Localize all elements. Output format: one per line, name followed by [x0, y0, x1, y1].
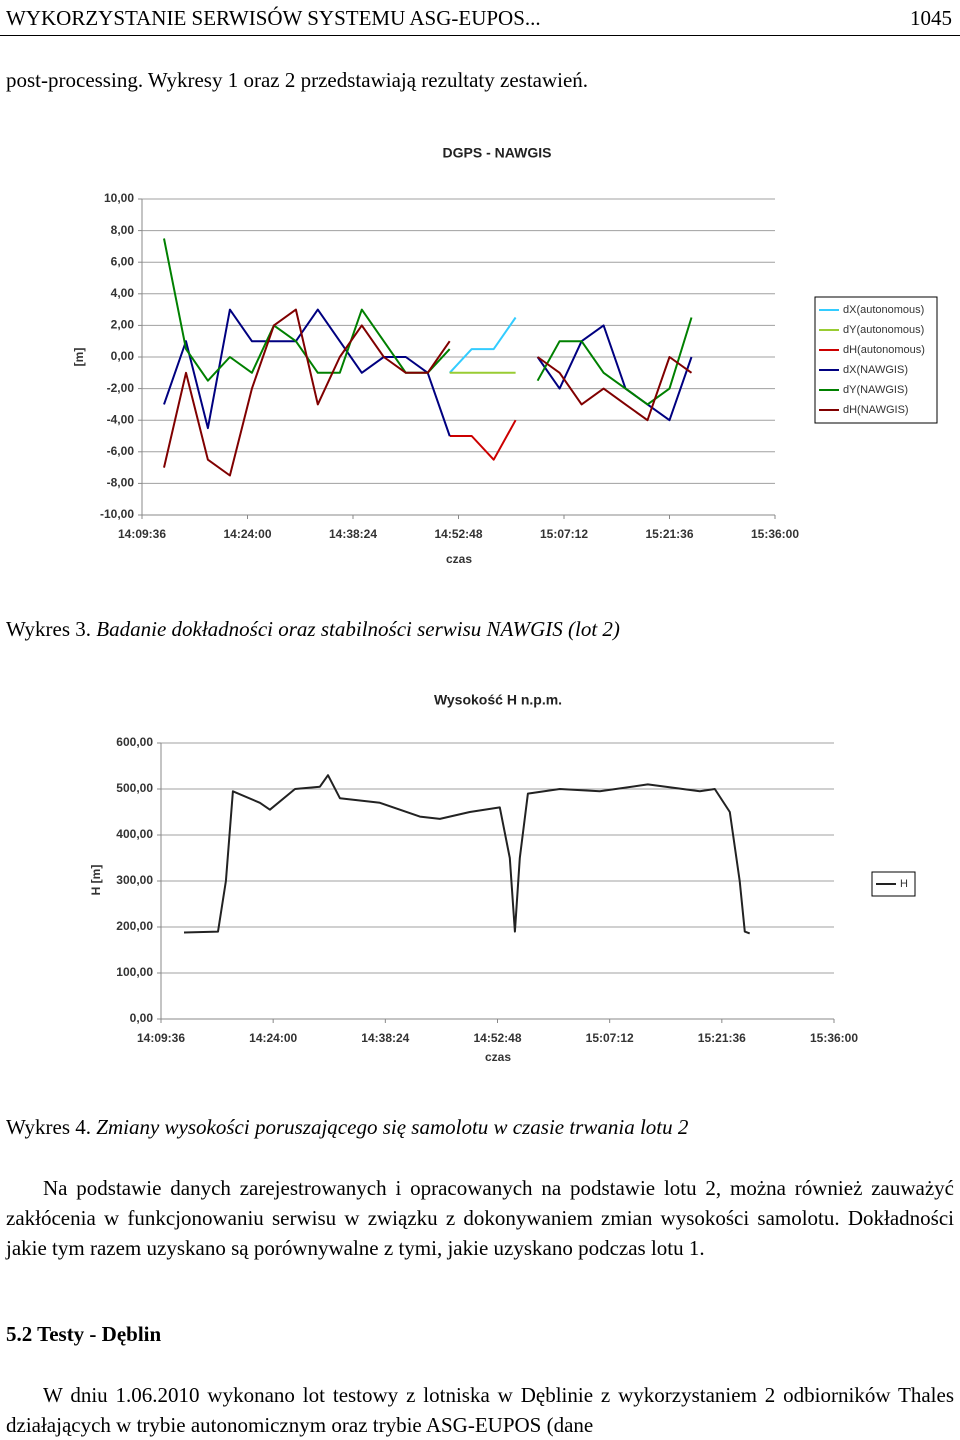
- x-tick-label: 14:52:48: [473, 1031, 521, 1045]
- section-heading: 5.2 Testy - Dęblin: [6, 1322, 162, 1346]
- y-tick-label: 6,00: [111, 254, 135, 268]
- body-paragraph: W dniu 1.06.2010 wykonano lot testowy z …: [6, 1383, 954, 1437]
- x-tick-label: 15:21:36: [698, 1031, 746, 1045]
- caption-text: Zmiany wysokości poruszającego się samol…: [96, 1115, 689, 1139]
- chart: DGPS - NAWGIS -10,00 -8,00 -6,00 -4,00 -2,00 0…: [72, 145, 938, 566]
- caption-text: Badanie dokładności oraz stabilności ser…: [96, 617, 620, 641]
- x-tick-label: 15:21:36: [645, 527, 693, 541]
- x-axis-label: czas: [485, 1050, 511, 1064]
- x-tick-label: 15:36:00: [810, 1031, 858, 1045]
- y-tick-label: -4,00: [107, 412, 135, 426]
- figure-caption: Wykres 4. Zmiany wysokości poruszającego…: [6, 1115, 688, 1140]
- legend-box: [814, 296, 938, 424]
- x-tick-label: 14:09:36: [137, 1031, 185, 1045]
- data-line: [183, 774, 751, 935]
- data-line: [537, 356, 693, 422]
- x-tick-label: 14:24:00: [249, 1031, 297, 1045]
- page-number: 1045: [910, 6, 952, 30]
- x-tick-label: 14:09:36: [118, 527, 166, 541]
- y-tick-label: 10,00: [104, 191, 134, 205]
- y-tick-label: 8,00: [111, 223, 135, 237]
- figure-caption: Wykres 3. Badanie dokładności oraz stabi…: [6, 617, 620, 642]
- header-rule: [0, 35, 960, 36]
- chart-title: DGPS - NAWGIS: [443, 145, 552, 161]
- x-tick-label: 14:24:00: [223, 527, 271, 541]
- caption-label: Wykres 3.: [6, 617, 92, 641]
- data-line: [536, 317, 693, 406]
- legend-label: dH(NAWGIS): [843, 404, 909, 416]
- legend-label: dX(NAWGIS): [843, 364, 908, 376]
- x-tick-label: 15:07:12: [540, 527, 588, 541]
- chart: Wysokość H n.p.m. 0,00 100,00 200,00 300,00 4…: [89, 692, 916, 1064]
- data-line: [163, 308, 451, 477]
- chart-title: Wysokość H n.p.m.: [434, 692, 562, 708]
- y-axis-label: H [m]: [89, 865, 103, 896]
- x-tick-label: 15:07:12: [586, 1031, 634, 1045]
- y-tick-label: 0,00: [111, 349, 135, 363]
- x-tick-label: 14:52:48: [434, 527, 482, 541]
- y-tick-label: -6,00: [107, 444, 135, 458]
- y-tick-label: 100,00: [116, 965, 153, 979]
- y-tick-label: -10,00: [100, 507, 134, 521]
- body-paragraph: Na podstawie danych zarejestrowanych i o…: [6, 1176, 954, 1260]
- x-tick-label: 14:38:24: [361, 1031, 409, 1045]
- legend-label: dY(NAWGIS): [843, 384, 908, 396]
- x-tick-label: 15:36:00: [751, 527, 799, 541]
- x-tick-label: 14:38:24: [329, 527, 377, 541]
- y-tick-label: 200,00: [116, 919, 153, 933]
- legend-label: dH(autonomous): [843, 344, 925, 356]
- y-tick-label: 0,00: [130, 1011, 154, 1025]
- y-tick-label: -8,00: [107, 476, 135, 490]
- caption-label: Wykres 4.: [6, 1115, 92, 1139]
- legend-label: H: [900, 878, 908, 890]
- y-tick-label: 400,00: [116, 827, 153, 841]
- y-tick-label: -2,00: [107, 381, 135, 395]
- legend-label: dX(autonomous): [843, 304, 924, 316]
- intro-text: post-processing. Wykresy 1 oraz 2 przeds…: [6, 68, 589, 92]
- data-line: [448, 316, 517, 374]
- y-tick-label: 500,00: [116, 781, 153, 795]
- y-axis-label: [m]: [72, 348, 86, 367]
- data-line: [449, 419, 517, 461]
- y-tick-label: 2,00: [111, 318, 135, 332]
- running-header: WYKORZYSTANIE SERWISÓW SYSTEMU ASG-EUPOS…: [6, 6, 541, 30]
- y-tick-label: 600,00: [116, 735, 153, 749]
- y-tick-label: 4,00: [111, 286, 135, 300]
- data-line: [536, 324, 693, 422]
- y-tick-label: 300,00: [116, 873, 153, 887]
- x-axis-label: czas: [446, 552, 472, 566]
- legend-label: dY(autonomous): [843, 324, 924, 336]
- data-line: [163, 308, 451, 437]
